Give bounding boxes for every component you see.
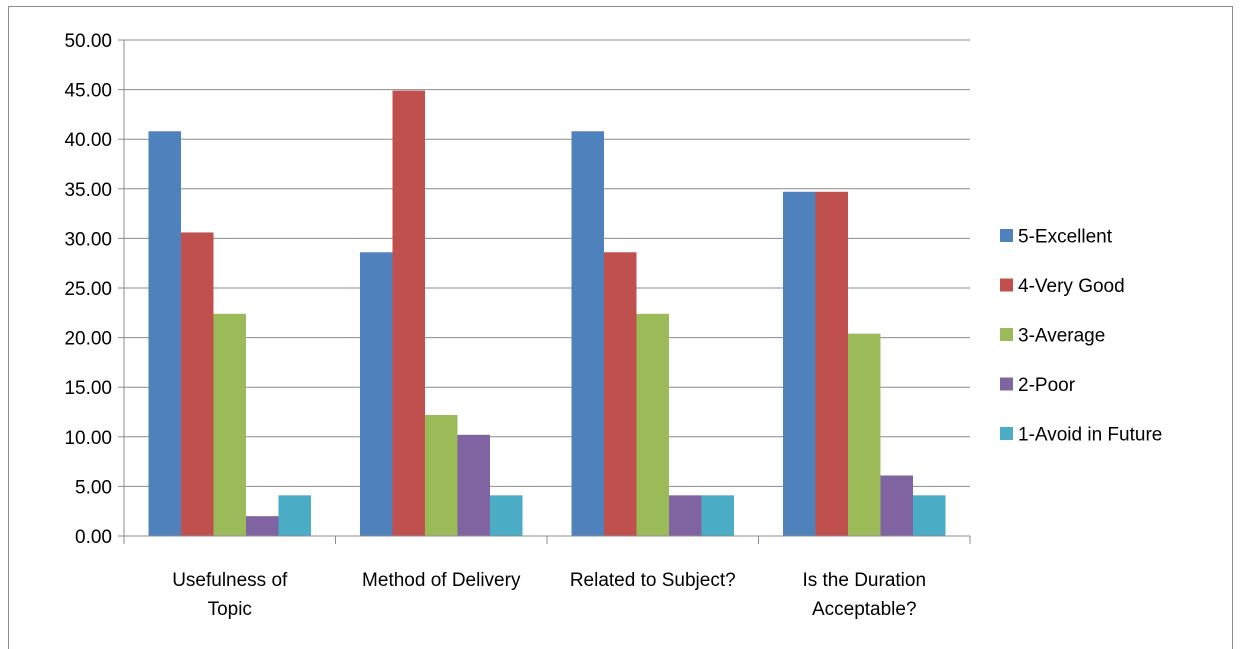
bar [425, 414, 458, 536]
y-tick-label: 0.00 [75, 527, 112, 548]
legend-label: 4-Very Good [1018, 276, 1125, 297]
y-tick-label: 40.00 [64, 130, 112, 151]
bar [360, 252, 393, 536]
bar [913, 495, 946, 536]
y-tick-label: 15.00 [64, 378, 112, 399]
legend-swatch [1000, 427, 1013, 440]
legend-swatch [1000, 278, 1013, 292]
bar [880, 475, 913, 536]
x-tick-label: Acceptable? [812, 599, 917, 620]
x-tick-label: Is the Duration [802, 570, 926, 591]
bar [848, 333, 881, 536]
bar [604, 252, 637, 536]
legend-label: 2-Poor [1018, 375, 1076, 396]
bar [636, 313, 669, 536]
chart-frame [8, 6, 1233, 649]
bar [457, 434, 490, 536]
y-tick-label: 25.00 [64, 279, 112, 300]
bar [701, 495, 734, 536]
legend-label: 1-Avoid in Future [1018, 425, 1162, 446]
bar [490, 495, 523, 536]
y-tick-label: 30.00 [64, 229, 112, 250]
bar [213, 313, 246, 536]
bars [148, 90, 946, 536]
bar [148, 131, 181, 536]
x-tick-label: Related to Subject? [570, 570, 736, 591]
bar [669, 495, 702, 536]
y-tick-label: 5.00 [75, 477, 112, 498]
legend-swatch [1000, 328, 1013, 341]
axes: 0.00 5.00 10.00 15.00 20.00 25.00 30.00 35.00 40… [64, 31, 971, 620]
x-tick-label: Method of Delivery [362, 570, 521, 591]
bar [571, 131, 604, 536]
y-tick-label: 20.00 [64, 329, 112, 350]
legend-label: 5-Excellent [1018, 227, 1113, 248]
y-tick-label: 50.00 [64, 31, 112, 52]
gridlines [124, 39, 970, 487]
bar [181, 232, 214, 536]
legend: 5-Excellent 4-Very Good 3-Average 2-Poor 1-A… [1000, 227, 1162, 446]
legend-label: 3-Average [1018, 326, 1105, 347]
bar [392, 90, 425, 536]
y-tick-label: 35.00 [64, 180, 112, 201]
x-tick-label: Topic [208, 599, 252, 620]
bar [246, 516, 279, 536]
y-tick-label: 10.00 [64, 428, 112, 449]
y-tick-label: 45.00 [64, 81, 112, 102]
legend-swatch [1000, 229, 1013, 242]
x-tick-label: Usefulness of [172, 570, 288, 591]
bar [783, 191, 816, 536]
bar [278, 495, 311, 536]
legend-swatch [1000, 377, 1013, 391]
bar [815, 191, 848, 536]
